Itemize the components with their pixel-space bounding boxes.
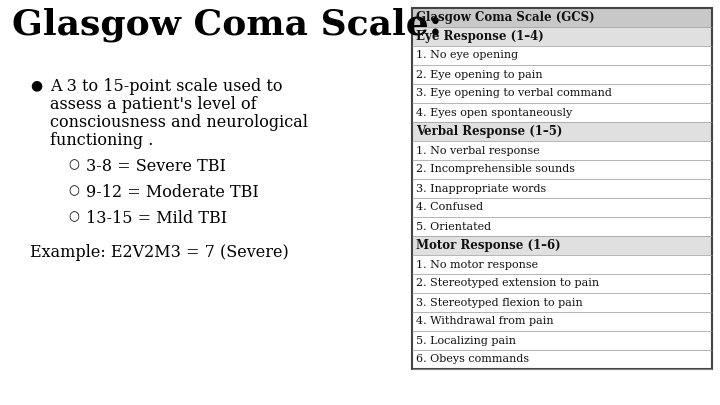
Text: ●: ● xyxy=(30,78,42,92)
Bar xyxy=(412,8,712,27)
Text: 4. Confused: 4. Confused xyxy=(416,202,483,213)
Bar xyxy=(412,312,712,331)
Bar xyxy=(412,103,712,122)
Bar xyxy=(412,65,712,84)
Text: 1. No eye opening: 1. No eye opening xyxy=(416,51,518,60)
Text: 3. Inappropriate words: 3. Inappropriate words xyxy=(416,183,546,194)
Bar xyxy=(412,274,712,293)
Bar xyxy=(412,198,712,217)
Text: 4. Withdrawal from pain: 4. Withdrawal from pain xyxy=(416,316,554,326)
Text: Glasgow Coma Scale (GCS): Glasgow Coma Scale (GCS) xyxy=(416,11,595,24)
Text: ○: ○ xyxy=(68,158,79,171)
Text: 9-12 = Moderate TBI: 9-12 = Moderate TBI xyxy=(86,184,258,201)
Text: Glasgow Coma Scale:: Glasgow Coma Scale: xyxy=(12,8,442,43)
Bar xyxy=(412,331,712,350)
Bar xyxy=(412,236,712,255)
Text: A 3 to 15-point scale used to: A 3 to 15-point scale used to xyxy=(50,78,282,95)
Text: consciousness and neurological: consciousness and neurological xyxy=(50,114,308,131)
Bar xyxy=(412,8,712,369)
Bar xyxy=(412,179,712,198)
Bar xyxy=(412,293,712,312)
Text: 3. Eye opening to verbal command: 3. Eye opening to verbal command xyxy=(416,89,612,98)
Text: 1. No verbal response: 1. No verbal response xyxy=(416,145,540,156)
Text: 2. Stereotyped extension to pain: 2. Stereotyped extension to pain xyxy=(416,279,599,288)
Text: functioning .: functioning . xyxy=(50,132,153,149)
Text: 2. Incomprehensible sounds: 2. Incomprehensible sounds xyxy=(416,164,575,175)
Text: 5. Localizing pain: 5. Localizing pain xyxy=(416,335,516,345)
Bar xyxy=(412,160,712,179)
Text: 5. Orientated: 5. Orientated xyxy=(416,222,491,232)
Text: 4. Eyes open spontaneously: 4. Eyes open spontaneously xyxy=(416,107,572,117)
Text: 2. Eye opening to pain: 2. Eye opening to pain xyxy=(416,70,543,79)
Bar xyxy=(412,84,712,103)
Text: Example: E2V2M3 = 7 (Severe): Example: E2V2M3 = 7 (Severe) xyxy=(30,244,289,261)
Text: 13-15 = Mild TBI: 13-15 = Mild TBI xyxy=(86,210,227,227)
Text: Motor Response (1–6): Motor Response (1–6) xyxy=(416,239,561,252)
Text: 1. No motor response: 1. No motor response xyxy=(416,260,538,269)
Bar xyxy=(412,46,712,65)
Text: 3-8 = Severe TBI: 3-8 = Severe TBI xyxy=(86,158,226,175)
Bar xyxy=(412,255,712,274)
Text: 6. Obeys commands: 6. Obeys commands xyxy=(416,354,529,364)
Bar xyxy=(412,122,712,141)
Bar xyxy=(412,141,712,160)
Text: assess a patient's level of: assess a patient's level of xyxy=(50,96,256,113)
Text: ○: ○ xyxy=(68,184,79,197)
Text: Verbal Response (1–5): Verbal Response (1–5) xyxy=(416,125,562,138)
Bar xyxy=(412,350,712,369)
Bar xyxy=(412,27,712,46)
Text: 3. Stereotyped flexion to pain: 3. Stereotyped flexion to pain xyxy=(416,298,582,307)
Text: Eye Response (1–4): Eye Response (1–4) xyxy=(416,30,544,43)
Text: ○: ○ xyxy=(68,210,79,223)
Bar xyxy=(412,217,712,236)
